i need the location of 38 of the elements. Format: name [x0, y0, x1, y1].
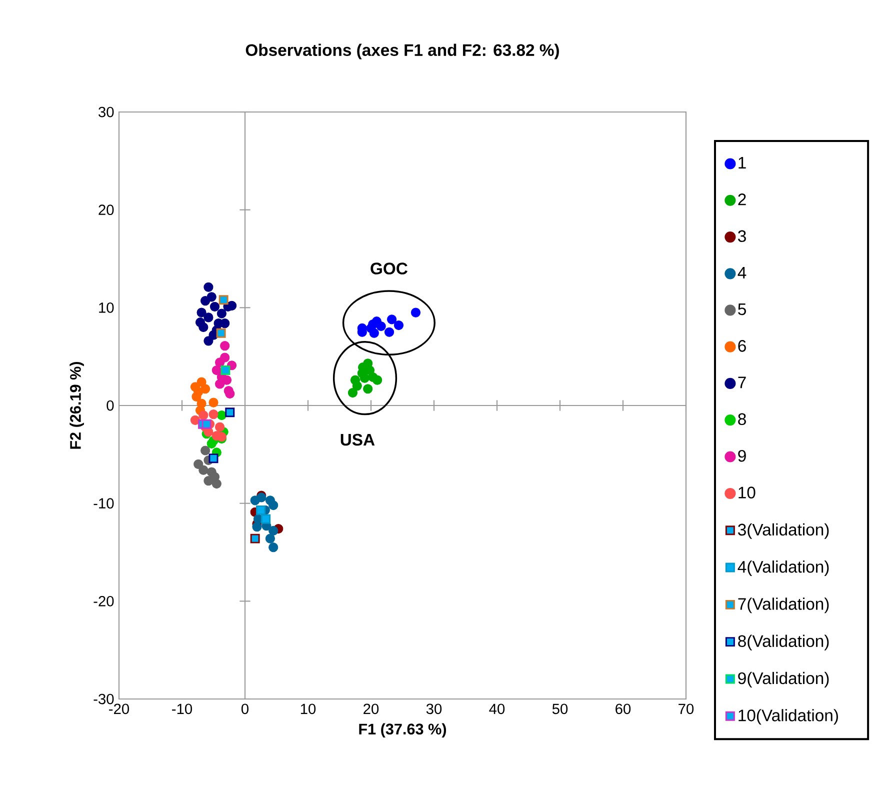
x-tick-label: 60 [616, 704, 631, 714]
legend-label: 7(Validation) [738, 598, 829, 614]
legend-label: 8(Validation) [738, 634, 829, 650]
legend-label: 9 [738, 450, 746, 462]
legend-label: 10 [738, 486, 756, 498]
legend-label: 5 [738, 303, 746, 316]
x-tick-label: 30 [426, 704, 442, 714]
y-tick-label: 0 [106, 400, 114, 411]
legend-label: 4 [738, 266, 746, 278]
legend-label: 10(Validation) [738, 709, 838, 725]
x-axis-title: F1 (37.63 %) [359, 723, 446, 738]
annotation: USA [340, 434, 375, 446]
x-tick-label: 50 [552, 704, 568, 714]
x-tick-label: 0 [241, 704, 248, 714]
legend-label: 4(Validation) [738, 560, 829, 576]
chart-title: Observations (axes F1 and F2: 63.82 %) [246, 44, 559, 60]
x-tick-label: -20 [109, 704, 130, 714]
legend-label: 7 [738, 376, 746, 388]
x-tick-label: 70 [678, 704, 694, 714]
x-tick-label: -10 [172, 704, 192, 714]
y-axis-title: F2 (26.19 %) [70, 362, 84, 449]
annotation: GOC [370, 262, 408, 274]
legend-label: 1 [738, 157, 746, 168]
y-tick-label: -30 [94, 694, 114, 704]
legend-label: 2 [738, 194, 746, 206]
x-tick-label: 40 [489, 704, 505, 714]
x-tick-label: 10 [300, 704, 316, 714]
legend-label: 6 [738, 340, 746, 352]
legend-label: 3 [738, 230, 746, 242]
y-tick-label: 10 [99, 302, 114, 313]
legend-label: 9(Validation) [738, 672, 829, 688]
y-tick-label: 20 [98, 204, 114, 216]
x-tick-label: 20 [364, 704, 379, 714]
y-tick-label: -10 [94, 498, 114, 509]
legend-label: 8 [738, 413, 746, 426]
legend-label: 3(Validation) [738, 523, 829, 539]
y-tick-label: -20 [94, 596, 114, 606]
y-tick-label: 30 [98, 106, 114, 118]
